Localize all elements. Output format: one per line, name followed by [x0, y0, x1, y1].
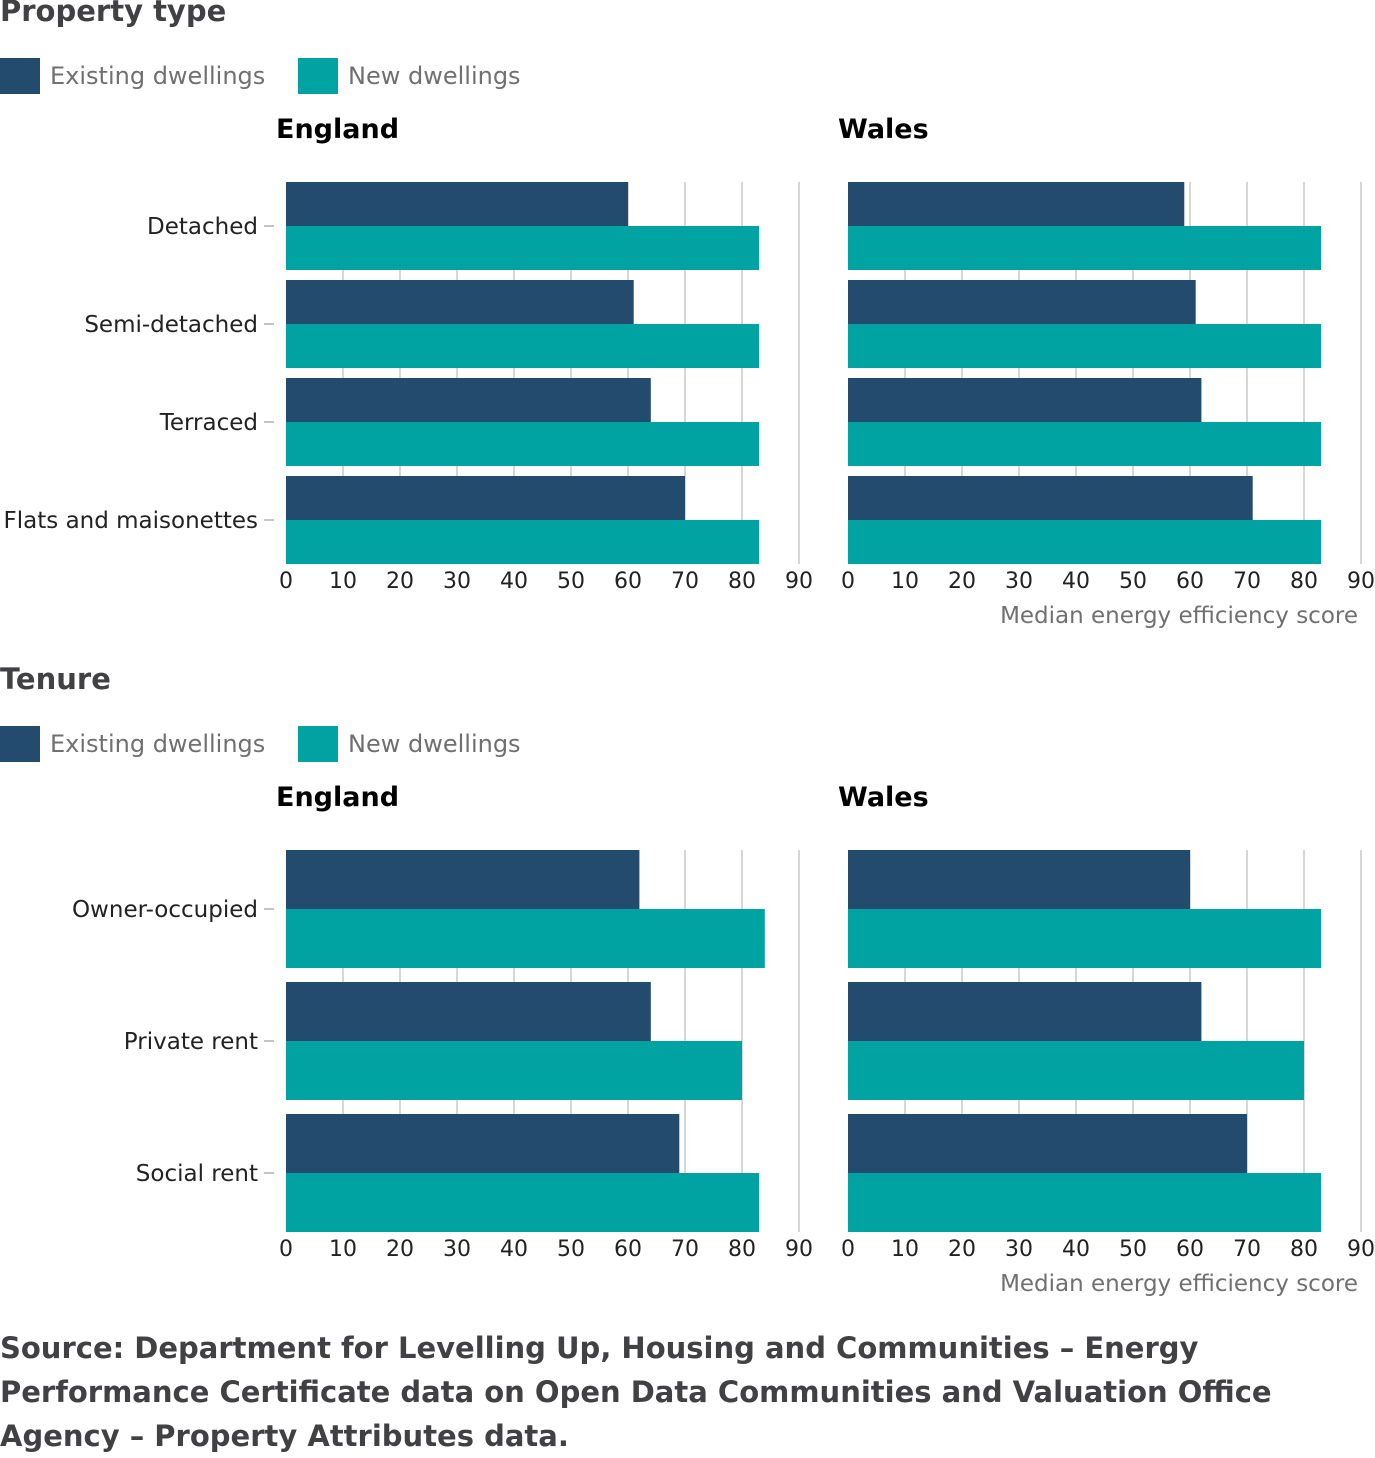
bar-semi-detached-existing-dwellings — [286, 280, 634, 324]
bar-owner-occupied-existing-dwellings — [848, 850, 1190, 909]
x-tick-label-50: 50 — [557, 1237, 585, 1262]
x-tick-label-70: 70 — [671, 569, 699, 594]
x-tick-label-0: 0 — [279, 569, 293, 594]
bar-semi-detached-existing-dwellings — [848, 280, 1196, 324]
x-tick-label-60: 60 — [614, 569, 642, 594]
x-tick-label-80: 80 — [728, 569, 756, 594]
x-tick-label-20: 20 — [386, 1237, 414, 1262]
bar-detached-new-dwellings — [848, 226, 1322, 270]
bar-terraced-existing-dwellings — [286, 378, 651, 422]
chart-property-type: England Detached Semi-detached Terraced Flat… — [4, 114, 1375, 629]
panel-property-type-wales: Wales 0 10 20 30 40 50 60 70 80 90 Median energy ef… — [838, 114, 1375, 629]
bar-owner-occupied-existing-dwellings — [286, 850, 640, 909]
x-tick-label-90: 90 — [785, 1237, 813, 1262]
section-title-property-type: Property type — [0, 0, 227, 28]
legend-swatch-existing — [0, 58, 40, 94]
x-tick-label-80: 80 — [728, 1237, 756, 1262]
panel-title: England — [276, 114, 399, 145]
legend-label-new: New dwellings — [348, 730, 521, 758]
x-tick-label-60: 60 — [1176, 569, 1204, 594]
x-tick-label-70: 70 — [1233, 1237, 1261, 1262]
section-title-tenure: Tenure — [0, 662, 111, 696]
panel-title: Wales — [838, 782, 929, 813]
bar-detached-new-dwellings — [286, 226, 760, 270]
x-tick-label-80: 80 — [1290, 1237, 1318, 1262]
x-tick-label-50: 50 — [1119, 1237, 1147, 1262]
bar-detached-existing-dwellings — [848, 182, 1185, 226]
legend-label-existing: Existing dwellings — [50, 730, 266, 758]
bar-social-rent-existing-dwellings — [286, 1114, 680, 1173]
panel-title: Wales — [838, 114, 929, 145]
x-tick-label-60: 60 — [614, 1237, 642, 1262]
panel-tenure-england: England Owner-occupied Private rent Social … — [72, 782, 813, 1262]
x-tick-label-90: 90 — [785, 569, 813, 594]
panel-tenure-wales: Wales 0 10 20 30 40 50 60 70 80 90 Median energy ef… — [838, 782, 1375, 1297]
x-tick-label-60: 60 — [1176, 1237, 1204, 1262]
category-label-terraced: Terraced — [159, 410, 258, 436]
bar-terraced-existing-dwellings — [848, 378, 1202, 422]
x-tick-label-20: 20 — [948, 1237, 976, 1262]
legend-swatch-existing — [0, 726, 40, 762]
category-label-semi-detached: Semi-detached — [84, 312, 258, 338]
x-tick-label-0: 0 — [841, 1237, 855, 1262]
x-tick-label-0: 0 — [841, 569, 855, 594]
bar-flats-and-maisonettes-existing-dwellings — [286, 476, 685, 520]
bar-social-rent-existing-dwellings — [848, 1114, 1247, 1173]
category-label-owner-occupied: Owner-occupied — [72, 897, 258, 923]
source-note: Source: Department for Levelling Up, Hou… — [0, 1331, 1272, 1453]
x-tick-label-10: 10 — [329, 1237, 357, 1262]
x-axis-label: Median energy efficiency score — [1000, 603, 1358, 629]
x-tick-label-80: 80 — [1290, 569, 1318, 594]
category-label-private-rent: Private rent — [124, 1029, 258, 1055]
bar-flats-and-maisonettes-existing-dwellings — [848, 476, 1253, 520]
x-tick-label-30: 30 — [1005, 569, 1033, 594]
category-label-flats-and-maisonettes: Flats and maisonettes — [4, 508, 258, 534]
x-tick-label-50: 50 — [1119, 569, 1147, 594]
x-tick-label-30: 30 — [443, 569, 471, 594]
legend-swatch-new — [298, 58, 338, 94]
chart-tenure: England Owner-occupied Private rent Social … — [72, 782, 1375, 1297]
legend-label-existing: Existing dwellings — [50, 62, 266, 90]
x-axis-label: Median energy efficiency score — [1000, 1271, 1358, 1297]
x-tick-label-30: 30 — [443, 1237, 471, 1262]
x-tick-label-50: 50 — [557, 569, 585, 594]
x-tick-label-40: 40 — [500, 569, 528, 594]
bar-social-rent-new-dwellings — [286, 1173, 760, 1232]
x-tick-label-20: 20 — [948, 569, 976, 594]
bar-flats-and-maisonettes-new-dwellings — [286, 520, 760, 564]
bar-terraced-new-dwellings — [848, 422, 1322, 466]
x-tick-label-90: 90 — [1347, 569, 1375, 594]
x-tick-label-20: 20 — [386, 569, 414, 594]
x-tick-label-10: 10 — [891, 1237, 919, 1262]
bar-private-rent-new-dwellings — [848, 1041, 1304, 1100]
bar-private-rent-existing-dwellings — [848, 982, 1202, 1041]
panel-property-type-england: England Detached Semi-detached Terraced Flat… — [4, 114, 813, 594]
bar-semi-detached-new-dwellings — [286, 324, 760, 368]
bar-detached-existing-dwellings — [286, 182, 628, 226]
legend-label-new: New dwellings — [348, 62, 521, 90]
x-tick-label-40: 40 — [500, 1237, 528, 1262]
bar-semi-detached-new-dwellings — [848, 324, 1322, 368]
x-tick-label-40: 40 — [1062, 569, 1090, 594]
x-tick-label-70: 70 — [671, 1237, 699, 1262]
panel-title: England — [276, 782, 399, 813]
x-tick-label-10: 10 — [329, 569, 357, 594]
bar-owner-occupied-new-dwellings — [286, 909, 765, 968]
bar-social-rent-new-dwellings — [848, 1173, 1322, 1232]
category-label-detached: Detached — [147, 214, 258, 240]
bar-private-rent-existing-dwellings — [286, 982, 651, 1041]
category-label-social-rent: Social rent — [136, 1161, 258, 1187]
bar-owner-occupied-new-dwellings — [848, 909, 1322, 968]
x-tick-label-90: 90 — [1347, 1237, 1375, 1262]
x-tick-label-0: 0 — [279, 1237, 293, 1262]
x-tick-label-70: 70 — [1233, 569, 1261, 594]
legend-swatch-new — [298, 726, 338, 762]
x-tick-label-30: 30 — [1005, 1237, 1033, 1262]
bar-private-rent-new-dwellings — [286, 1041, 742, 1100]
bar-flats-and-maisonettes-new-dwellings — [848, 520, 1322, 564]
bar-terraced-new-dwellings — [286, 422, 760, 466]
x-tick-label-40: 40 — [1062, 1237, 1090, 1262]
x-tick-label-10: 10 — [891, 569, 919, 594]
